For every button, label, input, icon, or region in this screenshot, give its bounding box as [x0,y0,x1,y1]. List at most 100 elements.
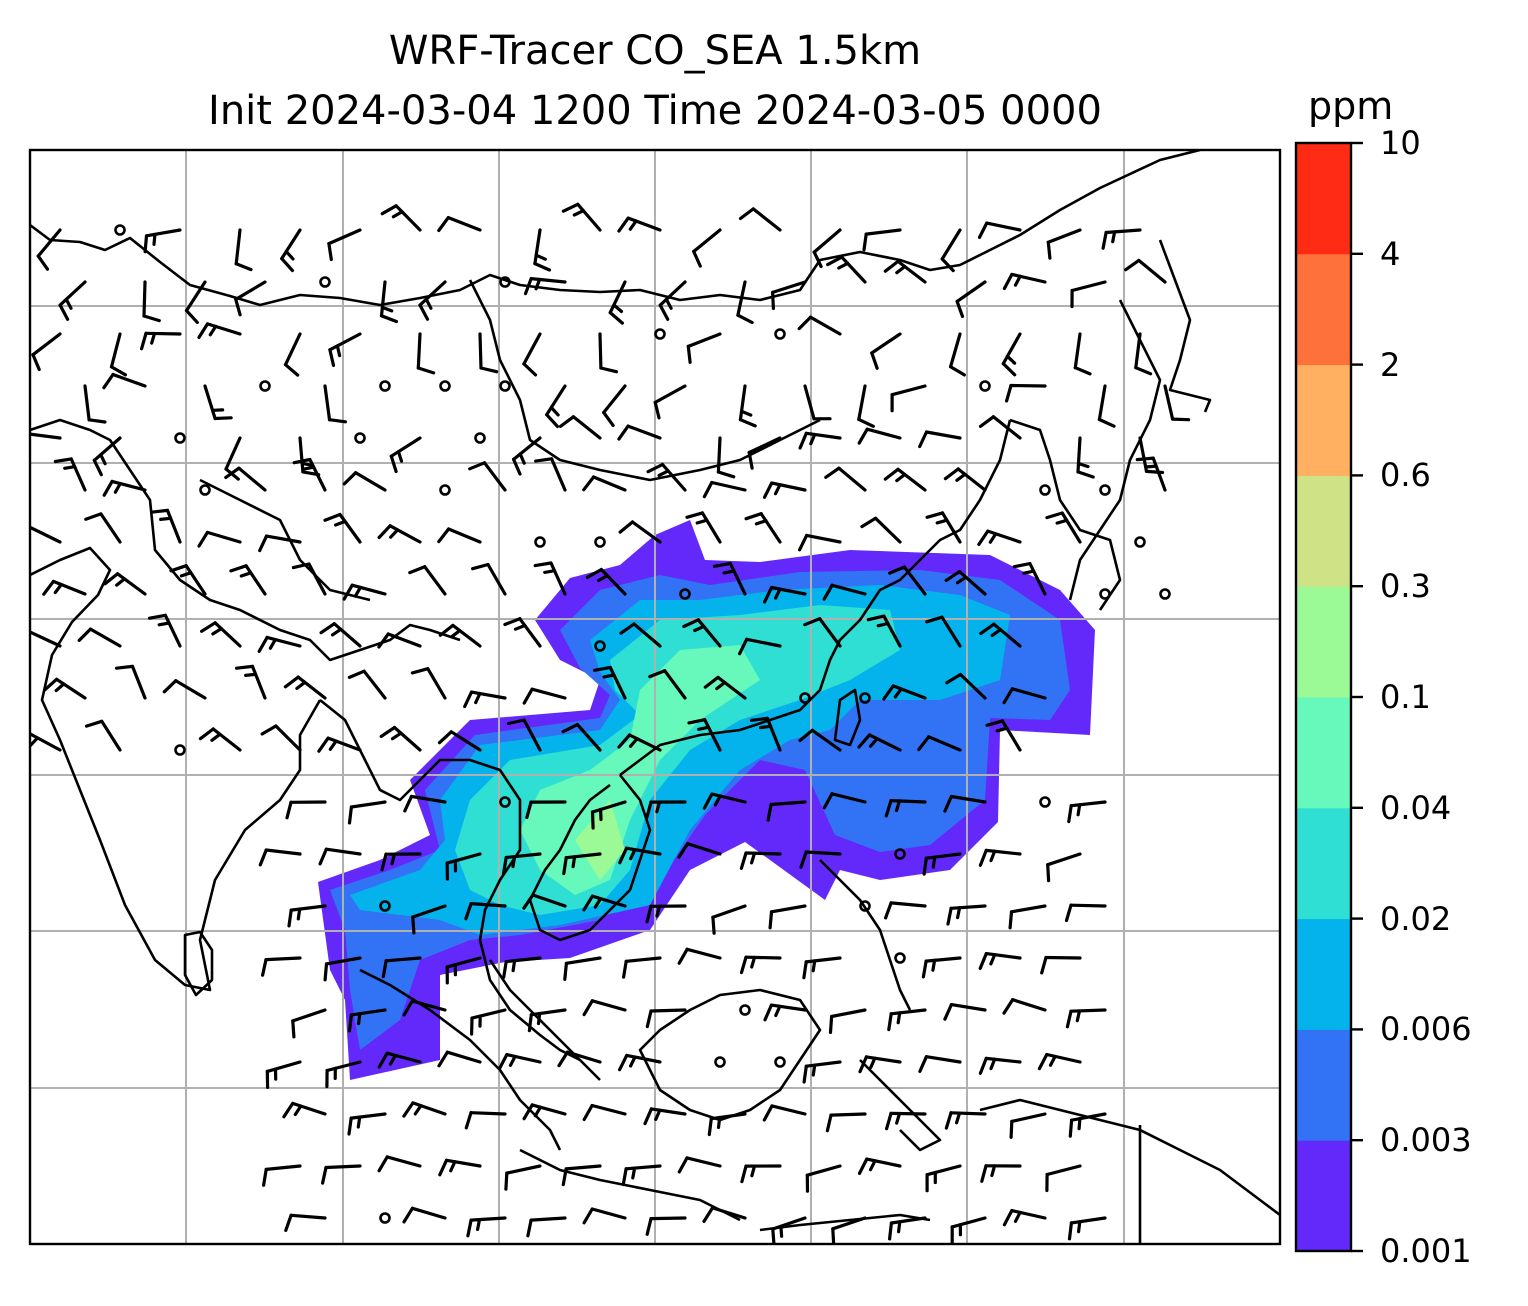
wind-barb-feather [84,719,104,728]
wind-barb-feather [990,628,1003,638]
wind-barb-staff [323,384,332,422]
wind-barb-staff [685,947,722,960]
wind-barb-feather [944,1111,953,1130]
wind-barb-staff [955,280,987,303]
wind-barb-staff [896,467,927,492]
wind-barb-staff [349,1112,387,1120]
wind-barb-staff [505,1164,542,1175]
wind-barb-feather [260,724,278,736]
wind-barb-staff [250,664,267,700]
wind-barb-feather [321,1165,328,1185]
wind-barb-feather [654,1108,662,1122]
wind-barb-staff [984,951,1022,960]
calm-wind-circle [174,744,186,756]
wind-barb-feather [533,262,552,272]
wind-barb-feather [353,585,362,598]
wind-barb-staff [663,669,687,700]
wind-barb-staff [710,480,747,492]
wind-barb-feather [977,221,989,239]
wind-barb-staff [274,724,302,752]
wind-barb-feather [799,850,808,869]
wind-barb-feather [244,672,258,678]
wind-barb-feather [802,960,808,980]
wind-barb-staff [530,687,567,700]
wind-barb-feather [504,1171,509,1191]
wind-barb-staff [991,415,1022,440]
wind-barb-feather [1101,230,1108,250]
wind-barb-feather [884,798,893,818]
wind-barb-feather [381,959,388,979]
wind-barb-feather [84,512,103,521]
colorbar-tick-label: 4 [1380,234,1401,273]
wind-barb-feather [645,904,653,924]
wind-barb-feather [283,675,300,689]
wind-barb-feather [918,430,929,449]
wind-barb-staff [163,613,182,648]
wind-barb-feather [357,1012,362,1026]
wind-barb-feather [317,736,330,753]
wind-barb-staff [418,280,447,307]
wind-barb-staff [291,1008,327,1023]
wind-barb-feather [954,1111,962,1125]
wind-barb-feather [179,571,193,578]
wind-barb-staff [590,1103,627,1116]
wind-barb-feather [330,627,343,637]
wind-barb-feather [995,726,1009,733]
wind-barb-feather [157,621,171,627]
wind-barb-feather [334,519,347,527]
wind-barb-feather [302,465,316,471]
colorbar-tick-label: 0.1 [1380,678,1431,716]
wind-barb-feather [402,1101,415,1118]
wind-barb-staff [1010,1112,1047,1124]
calm-wind-circle [679,588,691,600]
wind-barb-staff [770,481,807,492]
wind-barb-feather [30,732,32,737]
wind-barb-staff [927,735,962,752]
colorbar-tick-label: 0.3 [1380,567,1431,606]
wind-barb-feather [758,724,773,730]
wind-barb-feather [424,297,433,310]
wind-barb-feather [739,851,748,870]
wind-barb-feather [64,297,73,310]
wind-barb-staff [685,842,722,856]
wind-barb-feather [1009,1119,1014,1139]
wind-barb-staff [949,1002,987,1012]
calm-wind-circle [499,380,511,392]
wind-barb-feather [621,959,628,979]
wind-barb-feather [1045,511,1064,520]
wind-barb-feather [287,908,293,928]
calm-wind-circle [1134,536,1146,548]
wind-barb-feather [653,400,661,420]
wind-barb-staff [590,999,627,1012]
wind-barb-staff [280,228,302,261]
wind-barb-feather [774,1004,782,1018]
wind-barb-feather [617,424,630,441]
wind-barb-staff [608,280,627,315]
wind-barb-staff [1163,384,1175,421]
wind-barb-staff [957,569,987,596]
wind-barb-staff [1097,384,1107,422]
calm-wind-circle [534,536,546,548]
wind-barb-staff [411,904,447,919]
wind-barb-feather [511,457,522,476]
wind-barb-feather [561,722,580,734]
wind-barb-feather [379,725,397,739]
wind-barb-staff [244,564,267,596]
wind-barb-feather [643,1107,654,1126]
wind-barb-feather [463,690,474,709]
colorbar-tick-label: 0.003 [1380,1121,1472,1160]
wind-barb-feather [887,565,907,575]
wind-barb-feather [826,255,844,267]
wind-barb-feather [894,799,902,813]
wind-barb-staff [362,669,387,700]
wind-barb-staff [896,259,927,284]
wind-barb-feather [396,450,404,463]
wind-barb-feather [895,1111,902,1125]
wind-barb-feather [703,675,720,689]
wind-barb-staff [564,1164,602,1171]
wind-barb-feather [628,219,638,231]
wind-barb-feather [1001,362,1017,377]
wind-barb-feather [940,257,955,273]
wind-barb-staff [831,1216,867,1231]
wind-barb-staff [924,956,962,963]
